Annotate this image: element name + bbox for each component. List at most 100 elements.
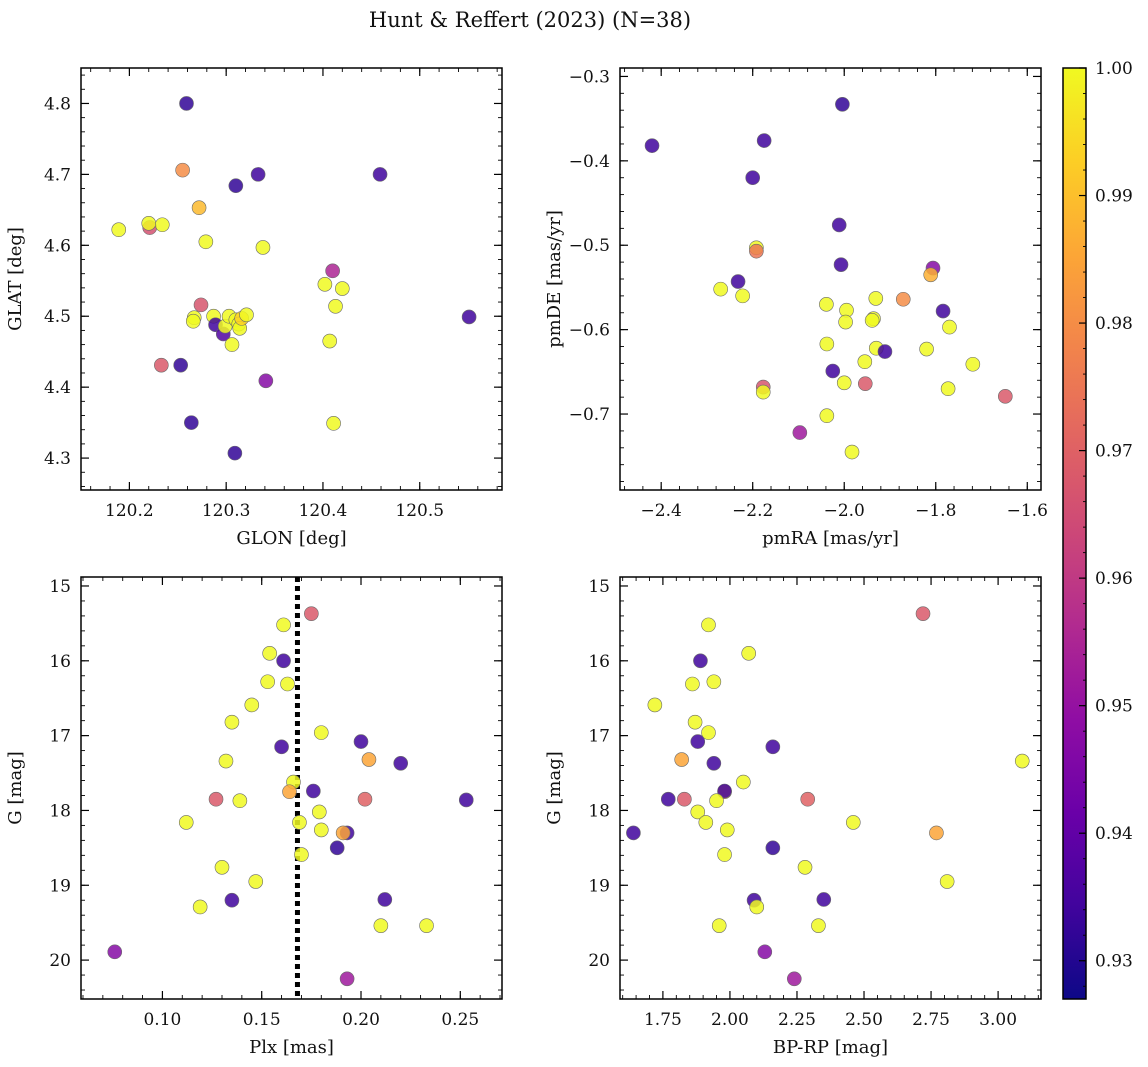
y-tick-label: −0.3	[569, 67, 610, 87]
data-point	[224, 337, 240, 352]
data-point	[844, 444, 860, 460]
data-point	[239, 307, 254, 323]
data-point	[674, 752, 689, 767]
scatter-panel-4: 1.75 2.00 2.25 2.50 2.75 3.00 15 16 17 18 19 20 BP-R…	[544, 576, 1042, 1058]
data-point	[800, 791, 816, 807]
data-point	[329, 840, 345, 856]
y-tick-label: 15	[588, 577, 610, 597]
y-tick-label: 16	[588, 652, 610, 672]
y-tick-label: 4.6	[44, 236, 71, 256]
data-point	[250, 167, 266, 182]
axes-frame	[619, 576, 1042, 1000]
data-point	[312, 804, 327, 820]
y-tick-label: 4.3	[44, 449, 71, 469]
data-point	[741, 646, 757, 661]
y-axis-label: G [mag]	[5, 751, 26, 824]
data-point	[965, 356, 981, 372]
x-tick-label: 120.4	[299, 501, 348, 521]
data-point	[831, 217, 847, 233]
data-point	[749, 243, 764, 259]
colorbar-tick-label: 0.99	[1095, 187, 1133, 207]
data-point	[792, 425, 808, 440]
data-point	[357, 791, 373, 807]
data-point	[322, 333, 338, 349]
x-tick-label: 2.75	[912, 1010, 950, 1030]
data-point	[325, 263, 340, 279]
data-point	[685, 676, 700, 692]
y-axis-label: GLAT [deg]	[5, 227, 26, 331]
x-tick-label: 120.5	[395, 501, 444, 521]
data-point	[825, 363, 841, 379]
data-point	[749, 899, 765, 915]
data-point	[811, 918, 826, 933]
data-point	[730, 274, 746, 289]
colorbar-frame	[1062, 67, 1087, 1000]
data-point	[292, 815, 307, 830]
data-point	[895, 291, 911, 307]
colorbar-tick-label: 0.98	[1095, 314, 1133, 334]
data-point	[857, 376, 873, 391]
data-point	[1014, 753, 1030, 769]
x-tick-label: 0.10	[143, 1010, 181, 1030]
x-tick-label: −1.6	[1007, 501, 1048, 521]
data-point	[838, 314, 853, 330]
colorbar-tick-label: 1.00	[1095, 59, 1133, 79]
data-point	[227, 445, 243, 461]
axes-frame	[619, 67, 1042, 491]
data-point	[797, 860, 813, 875]
x-axis-label: pmRA [mas/yr]	[762, 528, 899, 549]
data-point	[280, 676, 295, 692]
data-point	[877, 344, 893, 359]
x-tick-label: 0.20	[342, 1010, 380, 1030]
data-point	[154, 357, 169, 373]
x-tick-label: 1.75	[644, 1010, 682, 1030]
x-axis-label: BP-RP [mag]	[773, 1037, 888, 1058]
data-point	[717, 783, 732, 799]
y-tick-label: 4.4	[44, 378, 71, 398]
data-point	[218, 753, 234, 769]
data-point	[698, 815, 714, 830]
data-point	[276, 653, 291, 669]
data-point	[765, 739, 781, 755]
data-point	[179, 96, 194, 111]
colorbar-tick-label: 0.94	[1095, 824, 1133, 844]
data-point	[353, 734, 369, 749]
data-point	[735, 288, 750, 304]
data-point	[306, 783, 321, 799]
data-point	[719, 822, 735, 838]
data-point	[258, 373, 274, 389]
data-point	[690, 734, 706, 749]
data-point	[687, 714, 703, 730]
data-point	[304, 606, 319, 621]
data-point	[107, 944, 123, 960]
data-point	[816, 892, 832, 907]
data-point	[244, 697, 260, 713]
data-point	[224, 892, 240, 908]
data-point	[868, 291, 884, 306]
data-point	[626, 825, 641, 841]
colorbar-tick-label: 0.96	[1095, 569, 1133, 589]
y-tick-label: 4.7	[44, 165, 71, 185]
y-tick-label: −0.7	[569, 405, 610, 425]
data-point	[693, 653, 708, 669]
x-tick-label: −1.8	[915, 501, 956, 521]
y-tick-label: 17	[49, 727, 71, 747]
data-point	[706, 674, 722, 690]
data-point	[294, 847, 309, 862]
data-point	[141, 216, 157, 231]
data-point	[224, 714, 240, 730]
y-tick-label: 20	[588, 951, 610, 971]
data-point	[647, 697, 663, 713]
data-point	[939, 874, 955, 889]
data-point	[736, 774, 751, 790]
data-point	[191, 200, 207, 216]
data-point	[255, 240, 271, 255]
data-point	[919, 341, 934, 357]
x-tick-label: 2.50	[845, 1010, 883, 1030]
y-tick-label: 19	[588, 876, 610, 896]
y-tick-label: 19	[49, 876, 71, 896]
y-axis-label: G [mag]	[544, 751, 565, 824]
points	[626, 606, 1030, 987]
points	[107, 606, 474, 987]
data-point	[373, 918, 389, 933]
